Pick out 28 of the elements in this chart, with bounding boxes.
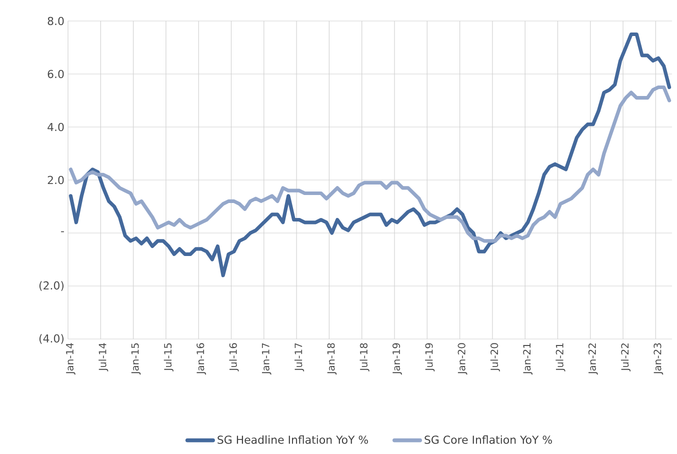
y-tick-label: (2.0) <box>39 281 64 291</box>
y-tick-label: 6.0 <box>48 70 64 78</box>
x-tick-label: Jul-22 <box>620 344 631 372</box>
x-tick-label: Jul-14 <box>98 343 108 372</box>
x-tick-label: Jan-21 <box>523 343 533 375</box>
x-tick-label: Jan-19 <box>392 343 402 375</box>
y-tick-label: - <box>61 231 64 232</box>
x-tick-label: Jul-15 <box>164 343 174 372</box>
x-tick-label: Jan-15 <box>131 343 141 375</box>
legend-label: SG Core Inflation YoY % <box>424 435 552 444</box>
x-tick-label: Jul-17 <box>294 343 304 372</box>
x-tick-label: Jan-16 <box>196 343 206 375</box>
x-tick-label: Jul-18 <box>360 343 370 372</box>
y-tick-label: 4.0 <box>48 122 64 132</box>
x-tick-label: Jan-17 <box>262 343 272 375</box>
legend-label: SG Headline Inflation YoY % <box>218 435 368 444</box>
x-tick-label: Jan-22 <box>588 344 598 375</box>
y-tick-label: 2.0 <box>48 176 64 184</box>
x-tick-label: Jul-16 <box>229 343 239 372</box>
x-tick-label: Jul-20 <box>490 343 500 372</box>
y-tick-label: 8.0 <box>48 16 64 26</box>
x-tick-label: Jan-14 <box>66 343 76 375</box>
x-tick-label: Jul-21 <box>556 343 566 372</box>
x-tick-label: Jan-20 <box>458 343 468 375</box>
x-tick-label: Jul-19 <box>425 343 435 372</box>
y-tick-label: (4.0) <box>39 334 64 344</box>
x-tick-label: Jan-23 <box>654 343 664 375</box>
x-tick-label: Jan-18 <box>327 343 337 375</box>
